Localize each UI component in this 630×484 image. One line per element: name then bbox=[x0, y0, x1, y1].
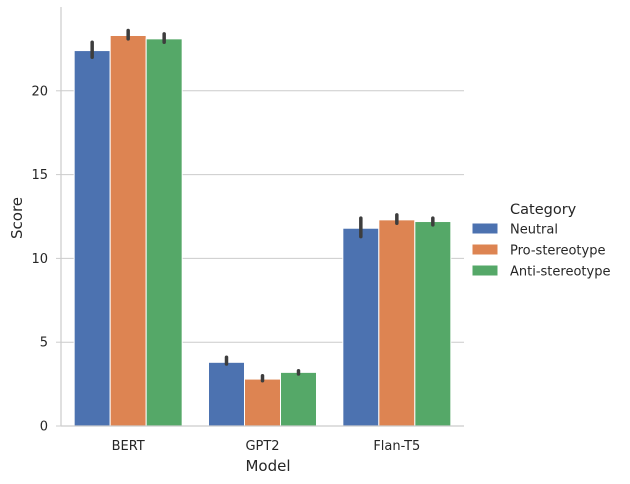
legend-swatch bbox=[471, 222, 499, 235]
bars bbox=[73, 34, 452, 427]
y-tick-label: 5 bbox=[40, 336, 48, 351]
x-tick-label: Flan-T5 bbox=[373, 439, 420, 454]
y-tick-label: 15 bbox=[31, 168, 48, 183]
legend-label: Neutral bbox=[510, 223, 558, 238]
legend: Category Neutral Pro-stereotype Anti-stere… bbox=[471, 202, 610, 280]
y-axis-title: Score bbox=[8, 197, 26, 239]
bar-anti-stereotype bbox=[414, 221, 452, 427]
error-bars bbox=[90, 28, 435, 383]
bar-anti-stereotype bbox=[145, 38, 183, 427]
x-axis-title: Model bbox=[245, 457, 290, 475]
x-tick-label: GPT2 bbox=[245, 439, 279, 454]
bar-pro-stereotype bbox=[244, 378, 281, 427]
y-tick-label: 20 bbox=[31, 84, 48, 99]
bar-neutral bbox=[208, 361, 245, 427]
bar-neutral bbox=[73, 50, 111, 427]
x-tick-label: BERT bbox=[112, 439, 145, 454]
legend-swatch bbox=[471, 243, 499, 256]
legend-title: Category bbox=[510, 202, 577, 218]
y-tick-label: 10 bbox=[31, 252, 48, 267]
legend-swatch bbox=[471, 264, 499, 277]
bar-pro-stereotype bbox=[109, 34, 147, 427]
bar-neutral bbox=[342, 227, 380, 427]
axes: 0 5 10 15 20 BERT GPT2 Flan-T5 bbox=[31, 7, 464, 454]
bar-anti-stereotype bbox=[280, 371, 317, 427]
y-tick-label: 0 bbox=[40, 420, 48, 435]
legend-label: Pro-stereotype bbox=[510, 244, 605, 259]
bar-pro-stereotype bbox=[378, 219, 416, 427]
legend-label: Anti-stereotype bbox=[510, 265, 610, 280]
